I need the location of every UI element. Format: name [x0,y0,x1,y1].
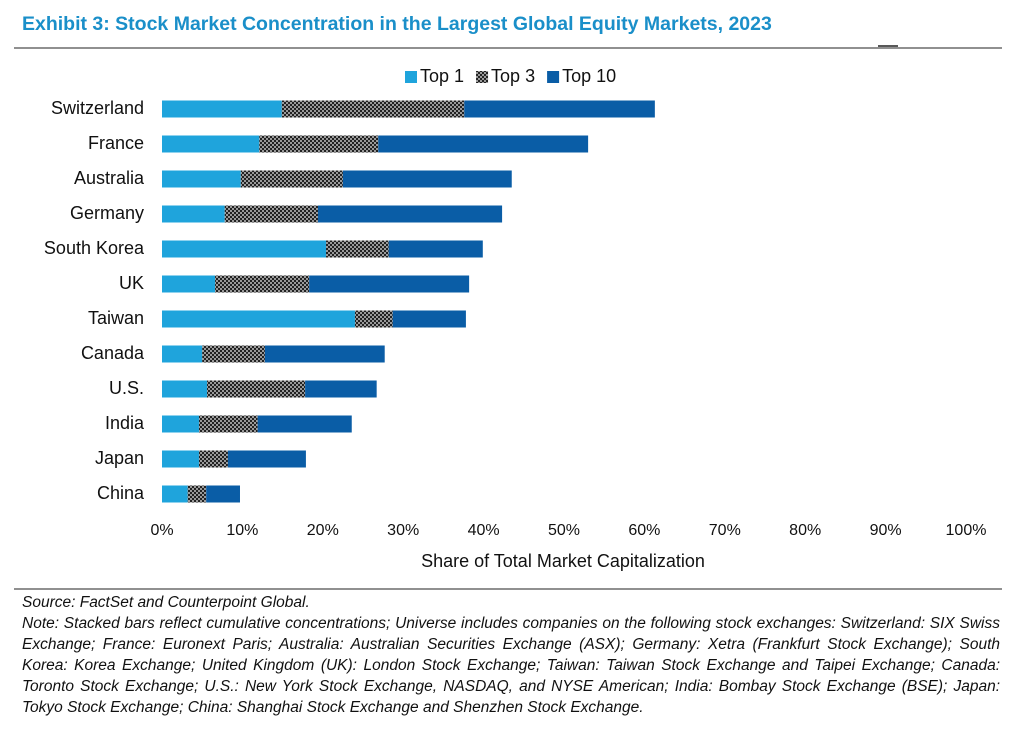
bar-segment [162,135,260,153]
bar-segment [162,100,282,118]
x-tick-label: 40% [468,522,500,539]
bar-segment [227,450,306,468]
bar-segment [342,170,512,188]
legend-label: Top 10 [562,66,616,86]
legend-swatch [405,71,417,83]
x-tick-label: 50% [548,522,580,539]
bar-segment [464,100,655,118]
x-tick-label: 30% [387,522,419,539]
legend-swatch [476,71,489,83]
y-tick-label: Germany [70,203,144,223]
bar-segment [215,275,310,293]
legend-swatch [547,71,560,83]
x-tick-label: 90% [870,522,902,539]
bar-segment [354,310,393,328]
x-tick-label: 100% [946,522,987,539]
bar-segment [264,345,385,363]
bar-segment [207,380,306,398]
y-tick-label: Japan [95,448,144,468]
y-tick-label: Australia [74,168,145,188]
y-tick-label: South Korea [44,238,145,258]
bar-segment [206,485,240,503]
bar-segment [162,205,225,223]
x-tick-label: 70% [709,522,741,539]
bar-segment [392,310,466,328]
notes: Source: FactSet and Counterpoint Global.… [22,592,1000,718]
bar-segment [259,135,379,153]
bar-segment [162,415,199,433]
legend-label: Top 1 [420,66,464,86]
bar-segment [317,205,503,223]
y-tick-label: Canada [81,343,145,363]
bar-segment [305,380,377,398]
bar-segment [198,415,258,433]
bar-segment [326,240,389,258]
bar-segment [162,170,241,188]
y-tick-label: India [105,413,145,433]
source: Source: FactSet and Counterpoint Global. [22,594,310,611]
x-tick-label: 80% [789,522,821,539]
x-axis-label: Share of Total Market Capitalization [421,551,705,571]
bar-segment [257,415,352,433]
bar-segment [240,170,343,188]
bar-segment [162,450,199,468]
chart-title: Exhibit 3: Stock Market Concentration in… [22,13,772,35]
bar-segment [309,275,470,293]
y-tick-label: Taiwan [88,308,144,328]
x-tick-label: 20% [307,522,339,539]
x-tick-label: 10% [226,522,258,539]
bar-segment [224,205,318,223]
bar-segment [198,450,228,468]
bar-segment [162,345,203,363]
y-tick-label: China [97,483,145,503]
y-tick-label: France [88,133,144,153]
bar-segment [388,240,483,258]
bar-segment [281,100,465,118]
bar-segment [162,240,327,258]
x-tick-label: 0% [150,522,173,539]
chart: Exhibit 3: Stock Market Concentration in… [14,13,1002,590]
legend-label: Top 3 [491,66,535,86]
y-tick-label: U.S. [109,378,144,398]
note: Note: Stacked bars reflect cumulative co… [22,615,1000,716]
bar-segment [202,345,265,363]
bar-segment [162,485,188,503]
bar-segment [162,275,216,293]
y-tick-label: UK [119,273,144,293]
bar-segment [378,135,589,153]
y-tick-label: Switzerland [51,98,144,118]
bar-segment [187,485,207,503]
bar-segment [162,380,208,398]
bar-segment [162,310,355,328]
x-tick-label: 60% [628,522,660,539]
